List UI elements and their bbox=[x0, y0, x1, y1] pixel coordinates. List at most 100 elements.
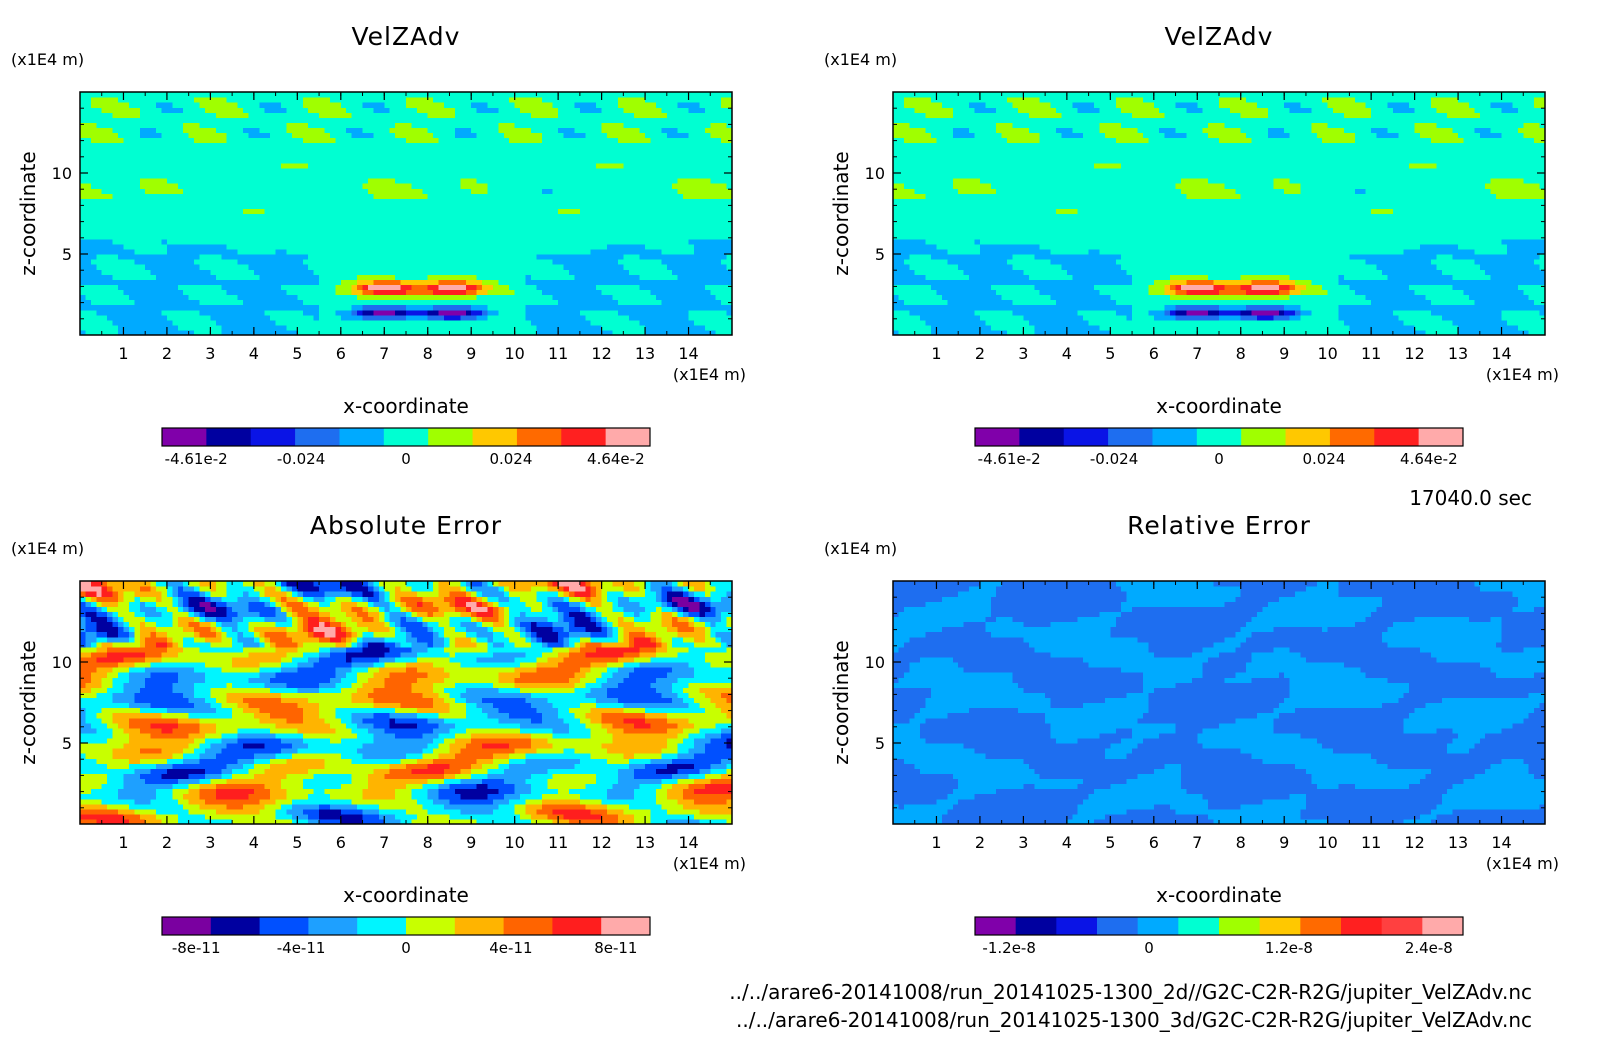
heatmap-field bbox=[80, 92, 733, 336]
colorbar-tick-label: 8e-11 bbox=[594, 939, 637, 957]
colorbar-swatch bbox=[1108, 428, 1153, 446]
x-tick-label: 13 bbox=[1448, 344, 1468, 363]
colorbar-swatch bbox=[606, 428, 651, 446]
colorbar-swatch bbox=[357, 917, 406, 935]
x-tick-label: 5 bbox=[1105, 344, 1115, 363]
colorbar-swatch bbox=[1419, 428, 1464, 446]
colorbar-swatch bbox=[975, 917, 1016, 935]
x-axis-label: x-coordinate bbox=[343, 883, 469, 907]
y-tick-label: 10 bbox=[865, 653, 885, 672]
colorbar-swatch bbox=[308, 917, 357, 935]
chart-title: Absolute Error bbox=[310, 511, 502, 540]
colorbar-swatch bbox=[601, 917, 650, 935]
x-tick-label: 8 bbox=[1236, 833, 1246, 852]
colorbar-swatch bbox=[251, 428, 296, 446]
y-tick-label: 10 bbox=[865, 164, 885, 183]
colorbar-tick-label: -0.024 bbox=[277, 450, 325, 468]
chart-title: VelZAdv bbox=[352, 22, 461, 51]
x-tick-label: 6 bbox=[1149, 833, 1159, 852]
colorbar-tick-label: 4.64e-2 bbox=[587, 450, 645, 468]
colorbar-swatch bbox=[473, 428, 518, 446]
colorbar-tick-label: 4.64e-2 bbox=[1400, 450, 1458, 468]
y-tick-label: 10 bbox=[52, 653, 72, 672]
x-tick-label: 7 bbox=[1192, 833, 1202, 852]
colorbar-tick-label: -4.61e-2 bbox=[978, 450, 1041, 468]
heatmap-field bbox=[80, 581, 733, 825]
y-tick-label: 5 bbox=[875, 734, 885, 753]
colorbar-tick-label: 0.024 bbox=[1302, 450, 1345, 468]
y-tick-label: 5 bbox=[62, 734, 72, 753]
x-tick-label: 11 bbox=[1361, 344, 1381, 363]
heatmap-field bbox=[893, 92, 1546, 336]
colorbar-tick-label: -1.2e-8 bbox=[982, 939, 1035, 957]
x-tick-label: 5 bbox=[292, 833, 302, 852]
chart-panel-3: Absolute Error(x1E4 m)1 2 3 4 5 6 7 8 9 10 11 12 13 1… bbox=[11, 511, 746, 957]
x-tick-label: 13 bbox=[1448, 833, 1468, 852]
x-tick-label: 2 bbox=[162, 344, 172, 363]
colorbar-tick-label: -4.61e-2 bbox=[165, 450, 228, 468]
x-unit-label: (x1E4 m) bbox=[673, 854, 746, 873]
colorbar-swatch bbox=[1374, 428, 1419, 446]
x-tick-label: 3 bbox=[205, 833, 215, 852]
x-axis-label: x-coordinate bbox=[1156, 883, 1282, 907]
x-tick-label: 6 bbox=[336, 833, 346, 852]
x-tick-label: 12 bbox=[1404, 344, 1424, 363]
colorbar: -4.61e-2 -0.024 0 0.024 4.64e-2 bbox=[975, 428, 1464, 468]
x-tick-label: 7 bbox=[379, 833, 389, 852]
colorbar-swatch bbox=[1138, 917, 1179, 935]
colorbar-swatch bbox=[1330, 428, 1375, 446]
y-unit-label: (x1E4 m) bbox=[824, 50, 897, 69]
colorbar: -4.61e-2 -0.024 0 0.024 4.64e-2 bbox=[162, 428, 651, 468]
x-tick-label: 1 bbox=[931, 344, 941, 363]
x-tick-label: 11 bbox=[1361, 833, 1381, 852]
y-axis-label: z-coordinate bbox=[829, 640, 853, 764]
x-tick-label: 4 bbox=[1062, 833, 1072, 852]
x-tick-label: 14 bbox=[1491, 833, 1511, 852]
y-axis-label: z-coordinate bbox=[16, 151, 40, 275]
x-tick-label: 8 bbox=[1236, 344, 1246, 363]
colorbar-swatch bbox=[1197, 428, 1242, 446]
x-axis-label: x-coordinate bbox=[343, 394, 469, 418]
colorbar-swatch bbox=[1241, 428, 1286, 446]
x-tick-label: 4 bbox=[249, 344, 259, 363]
colorbar-swatch bbox=[1019, 428, 1064, 446]
colorbar-swatch bbox=[1064, 428, 1109, 446]
colorbar-tick-label: 0 bbox=[1144, 939, 1154, 957]
colorbar-swatch bbox=[1056, 917, 1097, 935]
x-tick-label: 12 bbox=[1404, 833, 1424, 852]
colorbar-swatch bbox=[1341, 917, 1382, 935]
colorbar-tick-label: 1.2e-8 bbox=[1265, 939, 1313, 957]
colorbar-tick-label: 4e-11 bbox=[489, 939, 532, 957]
x-tick-label: 9 bbox=[466, 833, 476, 852]
colorbar-swatch bbox=[1382, 917, 1423, 935]
x-tick-label: 10 bbox=[1317, 833, 1337, 852]
x-unit-label: (x1E4 m) bbox=[673, 365, 746, 384]
x-tick-label: 2 bbox=[975, 344, 985, 363]
colorbar-swatch bbox=[206, 428, 251, 446]
y-unit-label: (x1E4 m) bbox=[824, 539, 897, 558]
colorbar-swatch bbox=[384, 428, 429, 446]
chart-panel-2: VelZAdv(x1E4 m)1 2 3 4 5 6 7 8 9 10 11 12 13 14510(x1… bbox=[824, 22, 1559, 468]
x-unit-label: (x1E4 m) bbox=[1486, 854, 1559, 873]
x-tick-label: 5 bbox=[1105, 833, 1115, 852]
colorbar-swatch bbox=[1286, 428, 1331, 446]
colorbar-swatch bbox=[1260, 917, 1301, 935]
x-tick-label: 9 bbox=[466, 344, 476, 363]
x-unit-label: (x1E4 m) bbox=[1486, 365, 1559, 384]
colorbar-tick-label: -0.024 bbox=[1090, 450, 1138, 468]
x-tick-label: 8 bbox=[423, 344, 433, 363]
colorbar-tick-label: 0 bbox=[401, 939, 411, 957]
colorbar-tick-label: 2.4e-8 bbox=[1405, 939, 1453, 957]
x-tick-label: 9 bbox=[1279, 833, 1289, 852]
chart-title: VelZAdv bbox=[1165, 22, 1274, 51]
colorbar-swatch bbox=[561, 428, 606, 446]
x-tick-label: 2 bbox=[162, 833, 172, 852]
colorbar-swatch bbox=[406, 917, 455, 935]
y-axis-label: z-coordinate bbox=[16, 640, 40, 764]
x-tick-label: 1 bbox=[931, 833, 941, 852]
chart-panel-4: Relative Error(x1E4 m)1 2 3 4 5 6 7 8 9 10 11 12 13 1… bbox=[824, 511, 1559, 957]
x-tick-label: 12 bbox=[591, 344, 611, 363]
x-tick-label: 10 bbox=[504, 344, 524, 363]
y-tick-label: 5 bbox=[875, 245, 885, 264]
colorbar: -8e-11 -4e-11 0 4e-11 8e-11 bbox=[162, 917, 651, 957]
